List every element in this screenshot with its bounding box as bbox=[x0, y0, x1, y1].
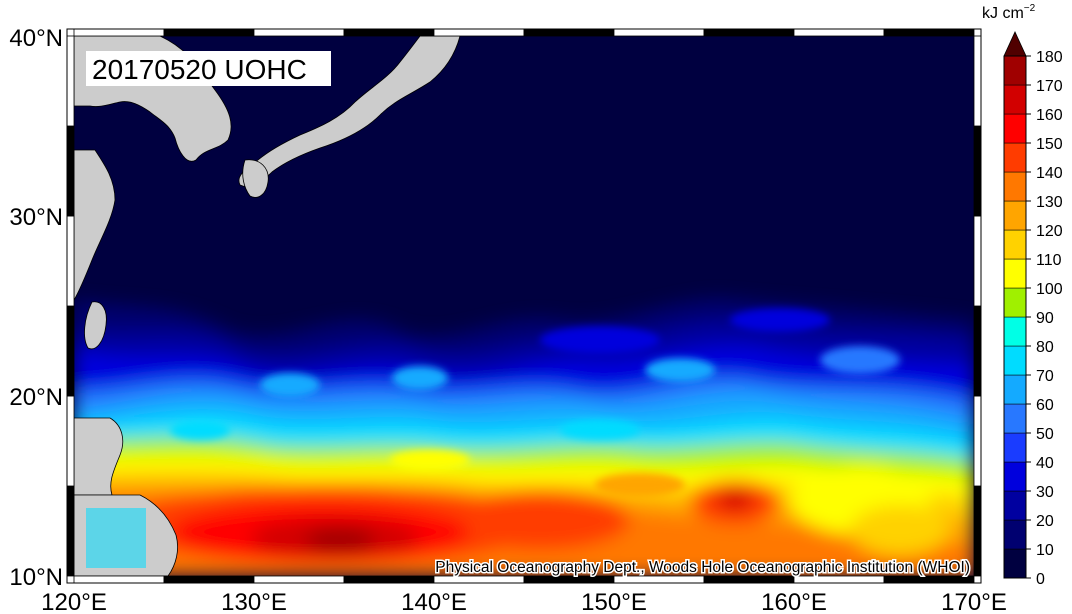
map-panel bbox=[74, 36, 974, 576]
frame-segment-right bbox=[973, 125, 982, 217]
colorbar-tick-label: 50 bbox=[1036, 426, 1054, 443]
frame-segment-top bbox=[163, 28, 255, 37]
land-kyushu bbox=[242, 159, 269, 198]
frame-segment-left bbox=[66, 35, 75, 127]
colorbar-swatch bbox=[1003, 258, 1027, 289]
frame-segment-top bbox=[613, 28, 705, 37]
frame-segment-left bbox=[66, 125, 75, 217]
colorbar-swatch bbox=[1003, 461, 1027, 492]
frame-segment-right bbox=[973, 35, 982, 127]
frame-segment-bottom bbox=[613, 575, 705, 584]
land-japan bbox=[238, 36, 461, 187]
colorbar-swatch bbox=[1003, 316, 1027, 347]
latitude-axis: 40°N 30°N 20°N 10°N bbox=[9, 25, 63, 591]
visayan-sea bbox=[86, 508, 146, 568]
map-title: 20170520 UOHC bbox=[92, 54, 307, 85]
colorbar-tick-label: 20 bbox=[1036, 513, 1054, 530]
colorbar-tick-label: 0 bbox=[1036, 571, 1045, 588]
frame-outline bbox=[66, 28, 982, 584]
colorbar-swatch bbox=[1003, 229, 1027, 260]
colorbar-max-arrow bbox=[1003, 31, 1027, 57]
colorbar-tick-label: 170 bbox=[1036, 78, 1063, 95]
colorbar-swatch bbox=[1003, 84, 1027, 115]
title-badge: 20170520 UOHC bbox=[86, 51, 331, 86]
colorbar-tick-label: 10 bbox=[1036, 542, 1054, 559]
frame-segment-top bbox=[703, 28, 795, 37]
frame-segment-bottom bbox=[163, 575, 255, 584]
colorbar-tick-label: 160 bbox=[1036, 107, 1063, 124]
colorbar-swatch bbox=[1003, 55, 1027, 86]
lon-tick-label: 120°E bbox=[41, 589, 107, 614]
colorbar-tick-label: 140 bbox=[1036, 165, 1063, 182]
frame-segment-top bbox=[793, 28, 885, 37]
frame-segment-bottom bbox=[703, 575, 795, 584]
colorbar-swatch bbox=[1003, 403, 1027, 434]
frame-segment-top bbox=[343, 28, 435, 37]
land-china bbox=[74, 149, 116, 301]
colorbar-swatch bbox=[1003, 548, 1027, 579]
colorbar-swatch bbox=[1003, 519, 1027, 550]
frame-segment-top bbox=[73, 28, 165, 37]
frame-segment-left bbox=[66, 395, 75, 487]
colorbar: 0 10 20 30 40 50 60 70 80 90 100 110 120 130 140 150 160… bbox=[1003, 31, 1063, 588]
lat-tick-label: 40°N bbox=[9, 25, 63, 52]
longitude-axis: 120°E 130°E 140°E 150°E 160°E 170°E bbox=[41, 589, 1007, 614]
colorbar-tick-label: 90 bbox=[1036, 310, 1054, 327]
colorbar-unit: kJ cm−2 bbox=[982, 3, 1036, 22]
frame-segment-left bbox=[66, 305, 75, 397]
colorbar-swatch bbox=[1003, 171, 1027, 202]
credit-text: Physical Oceanography Dept., Woods Hole … bbox=[435, 559, 970, 576]
frame-segment-bottom bbox=[73, 575, 165, 584]
colorbar-swatch bbox=[1003, 432, 1027, 463]
frame-segment-bottom bbox=[793, 575, 885, 584]
lon-tick-label: 160°E bbox=[761, 589, 827, 614]
colorbar-swatch bbox=[1003, 113, 1027, 144]
frame-segment-right bbox=[973, 305, 982, 397]
colorbar-swatch bbox=[1003, 287, 1027, 318]
colorbar-tick-label: 110 bbox=[1036, 252, 1062, 269]
colorbar-swatch bbox=[1003, 142, 1027, 173]
lon-tick-label: 150°E bbox=[581, 589, 647, 614]
map-frame bbox=[66, 28, 982, 584]
colorbar-swatch bbox=[1003, 374, 1027, 405]
colorbar-tick-label: 120 bbox=[1036, 223, 1063, 240]
lon-tick-label: 170°E bbox=[941, 589, 1007, 614]
colorbar-swatch bbox=[1003, 345, 1027, 376]
lon-tick-label: 140°E bbox=[401, 589, 467, 614]
colorbar-tick-label: 100 bbox=[1036, 281, 1063, 298]
frame-segment-right bbox=[973, 485, 982, 577]
colorbar-tick-label: 40 bbox=[1036, 455, 1054, 472]
frame-segment-right bbox=[973, 215, 982, 307]
frame-segment-bottom bbox=[433, 575, 525, 584]
lat-tick-label: 10°N bbox=[9, 564, 63, 591]
frame-segment-top bbox=[433, 28, 525, 37]
lat-tick-label: 20°N bbox=[9, 384, 63, 411]
eddy-texture bbox=[170, 308, 900, 497]
frame-segment-right bbox=[973, 395, 982, 487]
colorbar-swatch bbox=[1003, 490, 1027, 521]
land-luzon bbox=[74, 417, 124, 496]
colorbar-tick-label: 130 bbox=[1036, 194, 1063, 211]
frame-segment-top bbox=[253, 28, 345, 37]
lon-tick-label: 130°E bbox=[221, 589, 287, 614]
colorbar-tick-label: 60 bbox=[1036, 397, 1054, 414]
colorbar-tick-label: 150 bbox=[1036, 136, 1063, 153]
frame-segment-bottom bbox=[883, 575, 975, 584]
colorbar-tick-label: 80 bbox=[1036, 339, 1054, 356]
colorbar-tick-label: 180 bbox=[1036, 49, 1063, 66]
land-taiwan bbox=[84, 301, 107, 350]
colorbar-tick-label: 70 bbox=[1036, 368, 1054, 385]
colorbar-swatch bbox=[1003, 200, 1027, 231]
frame-segment-bottom bbox=[253, 575, 345, 584]
frame-segment-bottom bbox=[343, 575, 435, 584]
frame-segment-top bbox=[523, 28, 615, 37]
lat-tick-label: 30°N bbox=[9, 204, 63, 231]
frame-segment-top bbox=[883, 28, 975, 37]
frame-segment-left bbox=[66, 215, 75, 307]
colorbar-tick-label: 30 bbox=[1036, 484, 1054, 501]
frame-segment-left bbox=[66, 485, 75, 577]
frame-segment-bottom bbox=[523, 575, 615, 584]
